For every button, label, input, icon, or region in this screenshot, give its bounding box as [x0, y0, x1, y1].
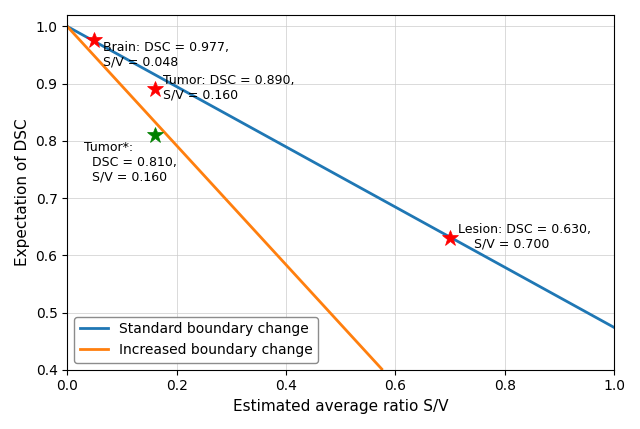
- Standard boundary change: [63, 24, 71, 29]
- Increased boundary change: [91, 54, 99, 59]
- Increased boundary change: [340, 326, 348, 331]
- Standard boundary change: [511, 271, 519, 276]
- Increased boundary change: [351, 337, 358, 342]
- Text: Brain: DSC = 0.977,
S/V = 0.048: Brain: DSC = 0.977, S/V = 0.048: [103, 41, 229, 69]
- Line: Increased boundary change: Increased boundary change: [67, 27, 381, 369]
- Standard boundary change: [389, 203, 397, 208]
- Increased boundary change: [378, 366, 385, 372]
- Increased boundary change: [328, 311, 335, 317]
- Y-axis label: Expectation of DSC: Expectation of DSC: [15, 118, 30, 266]
- Text: Lesion: DSC = 0.630,
    S/V = 0.700: Lesion: DSC = 0.630, S/V = 0.700: [458, 223, 591, 251]
- Standard boundary change: [359, 187, 367, 192]
- Standard boundary change: [323, 167, 331, 172]
- Line: Standard boundary change: Standard boundary change: [67, 27, 614, 327]
- Increased boundary change: [63, 24, 71, 29]
- Standard boundary change: [326, 169, 334, 174]
- Standard boundary change: [610, 325, 618, 330]
- Increased boundary change: [333, 317, 340, 323]
- Text: Tumor*:
  DSC = 0.810,
  S/V = 0.160: Tumor*: DSC = 0.810, S/V = 0.160: [84, 141, 177, 184]
- Standard boundary change: [597, 317, 605, 323]
- Legend: Standard boundary change, Increased boundary change: Standard boundary change, Increased boun…: [74, 317, 318, 363]
- Increased boundary change: [222, 197, 230, 202]
- Text: Tumor: DSC = 0.890,
S/V = 0.160: Tumor: DSC = 0.890, S/V = 0.160: [163, 74, 294, 102]
- X-axis label: Estimated average ratio S/V: Estimated average ratio S/V: [233, 399, 449, 414]
